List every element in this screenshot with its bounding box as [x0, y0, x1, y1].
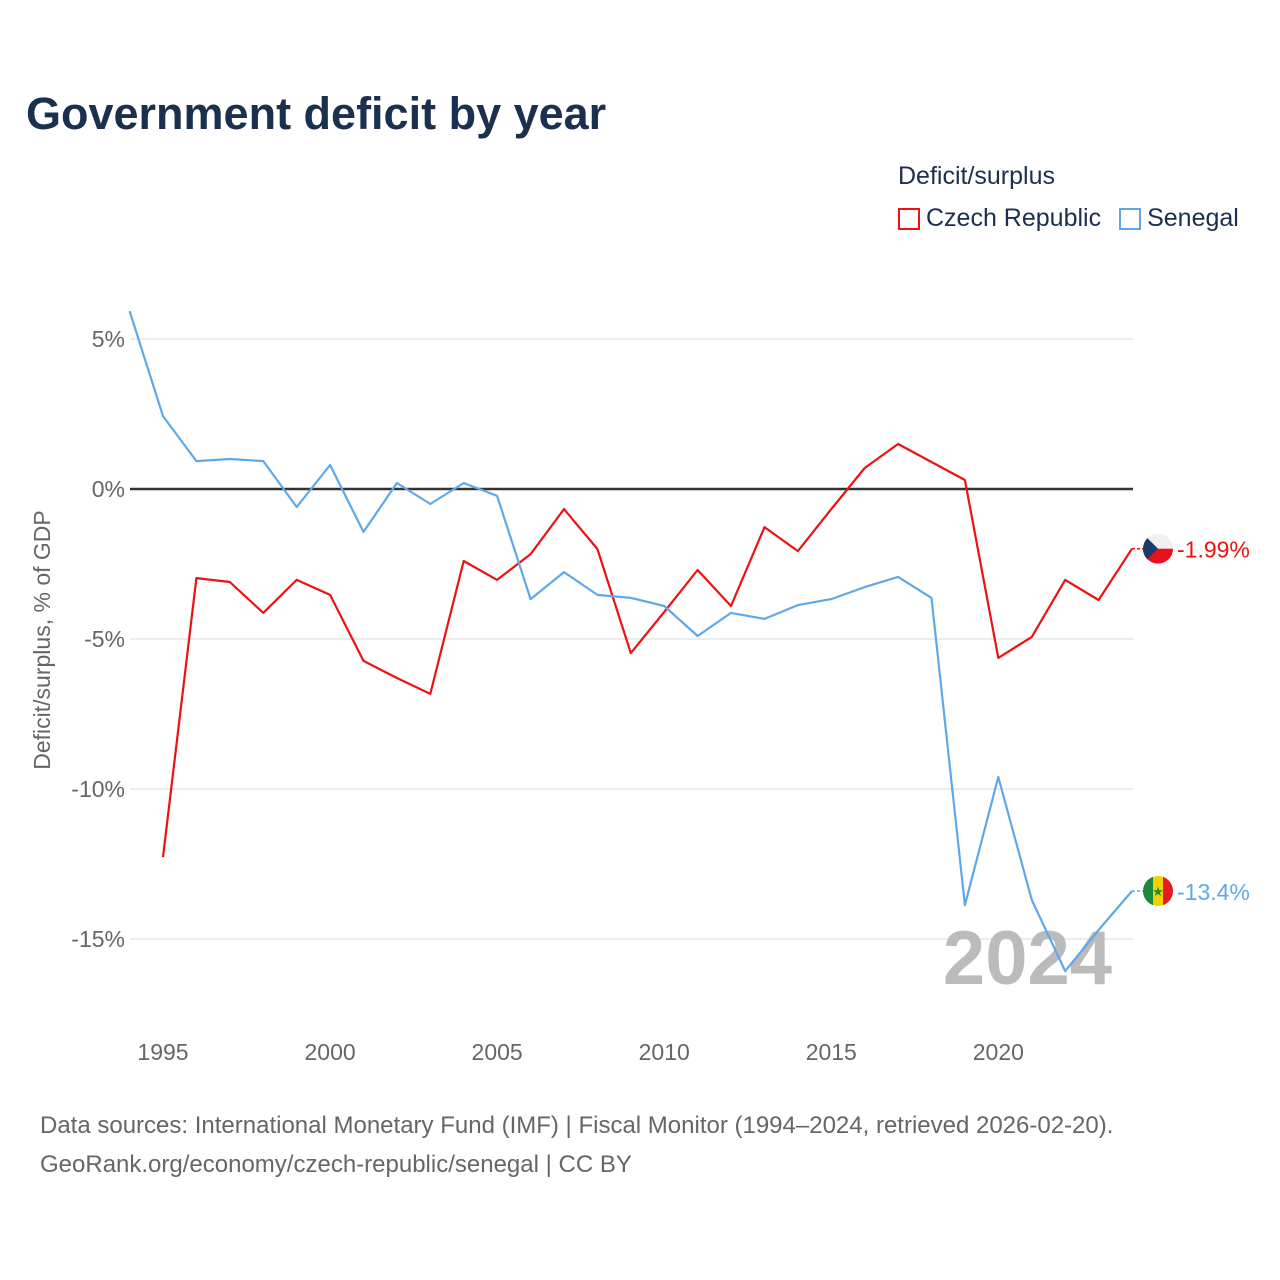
y-tick-label: 0%	[92, 476, 125, 502]
y-tick-label: -10%	[71, 776, 125, 802]
legend-swatch-senegal	[1119, 207, 1142, 230]
x-tick-label: 2010	[639, 1039, 690, 1065]
y-tick-label: 5%	[92, 326, 125, 352]
footer-sources: Data sources: International Monetary Fun…	[40, 1112, 1114, 1139]
series-line-czech-republic	[161, 442, 1133, 858]
czech-flag-icon	[1143, 533, 1173, 564]
x-tick-label: 1995	[137, 1039, 188, 1065]
chart-title: Government deficit by year	[26, 88, 607, 139]
legend-item-czech-republic[interactable]: Czech Republic	[898, 204, 1101, 233]
legend-item-senegal[interactable]: Senegal	[1119, 204, 1239, 233]
footer-url: GeoRank.org/economy/czech-republic/seneg…	[40, 1151, 632, 1178]
x-tick-label: 2005	[472, 1039, 523, 1065]
end-value-label: -13.4%	[1177, 879, 1250, 905]
x-tick-label: 2000	[304, 1039, 355, 1065]
legend-swatch-czech-republic	[898, 207, 920, 230]
legend-label: Czech Republic	[926, 204, 1102, 232]
y-tick-label: -15%	[71, 926, 125, 952]
year-watermark: 2024	[943, 916, 1112, 1001]
y-axis-label: Deficit/surplus, % of GDP	[29, 510, 55, 769]
legend: Czech Republic Senegal	[898, 204, 1239, 233]
series-line-senegal	[128, 310, 1133, 973]
x-tick-label: 2015	[806, 1039, 857, 1065]
senegal-flag-icon: ★	[1143, 876, 1173, 906]
y-tick-label: -5%	[84, 626, 125, 652]
svg-text:★: ★	[1152, 884, 1164, 899]
legend-label: Senegal	[1147, 204, 1239, 232]
legend-title: Deficit/surplus	[898, 162, 1055, 190]
x-tick-label: 2020	[973, 1039, 1024, 1065]
end-value-label: -1.99%	[1177, 537, 1250, 563]
chart-plot: 2024 -1.99% ★ -13.4% 5% 0% -5% -10% -15% 1995 20…	[29, 310, 1250, 1065]
footer: Data sources: International Monetary Fun…	[40, 1106, 1113, 1184]
